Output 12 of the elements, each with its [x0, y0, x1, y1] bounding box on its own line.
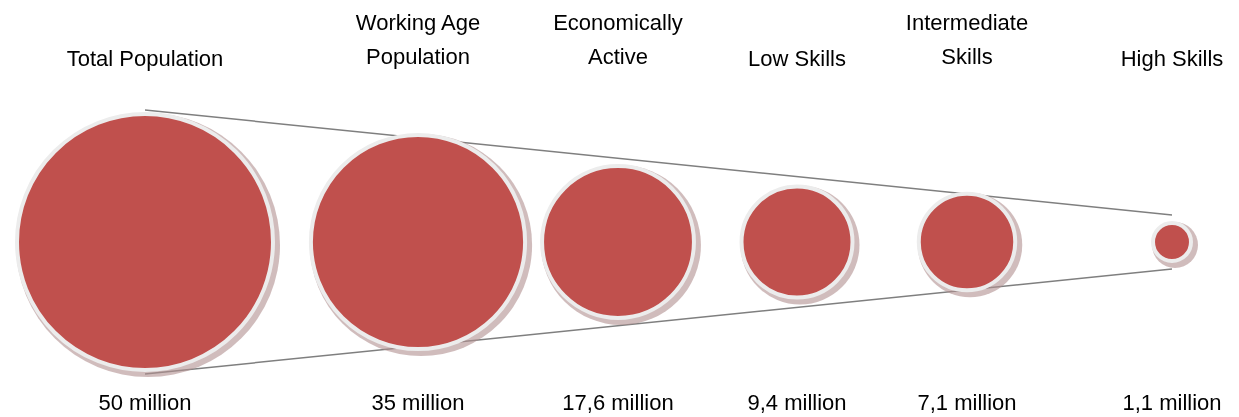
category-label: Low Skills [748, 46, 846, 71]
data-label: 35 million [371, 390, 465, 415]
data-label: 7,1 million [917, 390, 1017, 415]
category-label: Intermediate Skills [905, 10, 1029, 69]
data-label: 50 million [98, 390, 192, 415]
category-label: Economically Active [553, 10, 683, 69]
category-label: High Skills [1120, 46, 1224, 71]
data-label: 9,4 million [747, 390, 847, 415]
data-label: 17,6 million [562, 390, 674, 415]
category-label: Total Population [66, 46, 224, 71]
category-label: Working Age Population [355, 10, 481, 69]
data-label: 1,1 million [1122, 390, 1222, 415]
